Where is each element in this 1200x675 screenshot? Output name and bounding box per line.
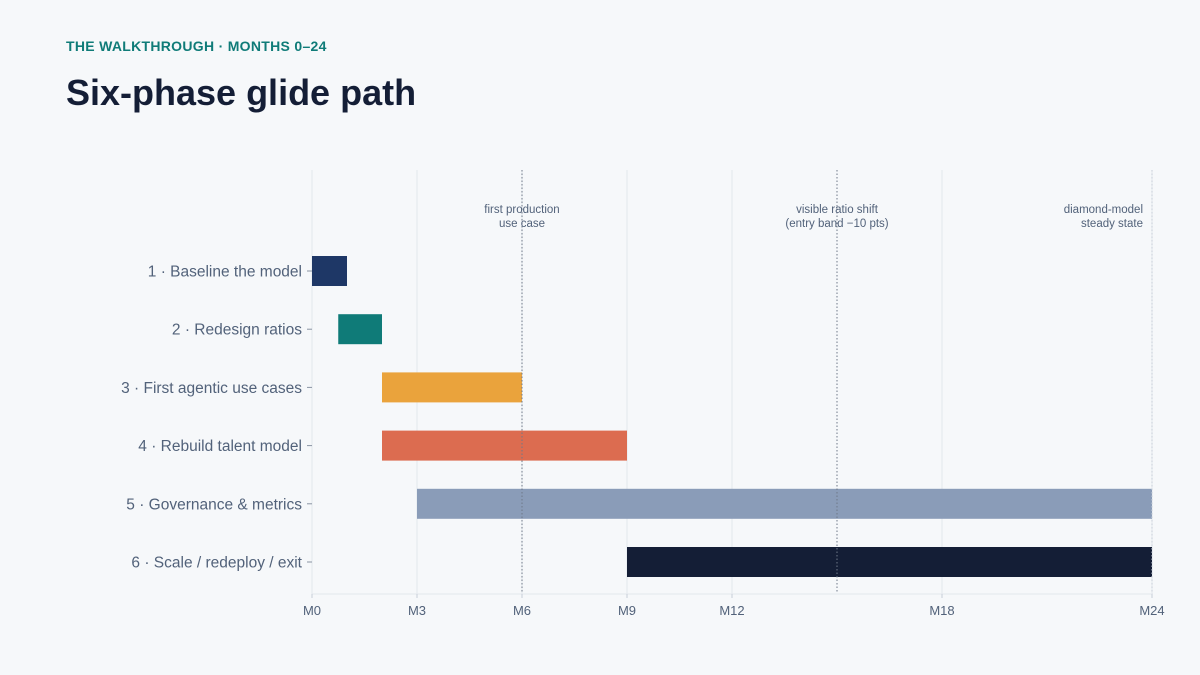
task-bar [417,488,1152,519]
task-label: 3 · First agentic use cases [121,380,302,397]
task-bar [312,256,347,286]
x-tick-label: M12 [719,603,744,618]
task-label: 6 · Scale / redeploy / exit [131,555,302,572]
task-label: 5 · Governance & metrics [126,496,302,513]
task-bar [382,430,627,461]
milestone-label: (entry band −10 pts) [785,218,888,230]
milestone-label: use case [499,218,545,230]
x-tick-label: M6 [513,603,531,618]
milestone-label: visible ratio shift [796,204,879,216]
x-tick-label: M0 [303,603,321,618]
x-tick-label: M24 [1139,603,1164,618]
chart-eyebrow: THE WALKTHROUGH · MONTHS 0–24 [66,38,327,54]
task-bar [338,314,382,345]
milestone-label: first production [484,204,559,216]
x-tick-label: M3 [408,603,426,618]
x-tick-label: M18 [929,603,954,618]
task-label: 2 · Redesign ratios [172,322,302,339]
milestone-layer: first production use case visible ratio sh… [484,170,1153,594]
x-tick-label: M9 [618,603,636,618]
bar-layer [312,256,1152,577]
task-bar [627,547,1152,577]
milestone-label: diamond-model [1064,204,1143,216]
axis-layer: M0 M3 M6 M9 M12 M18 M24 1 · Baseline the model 2… [121,264,1165,619]
chart-title: Six-phase glide path [66,72,417,113]
task-label: 1 · Baseline the model [148,264,302,281]
task-bar [382,372,522,403]
task-label: 4 · Rebuild talent model [138,438,302,455]
milestone-label: steady state [1081,218,1143,230]
